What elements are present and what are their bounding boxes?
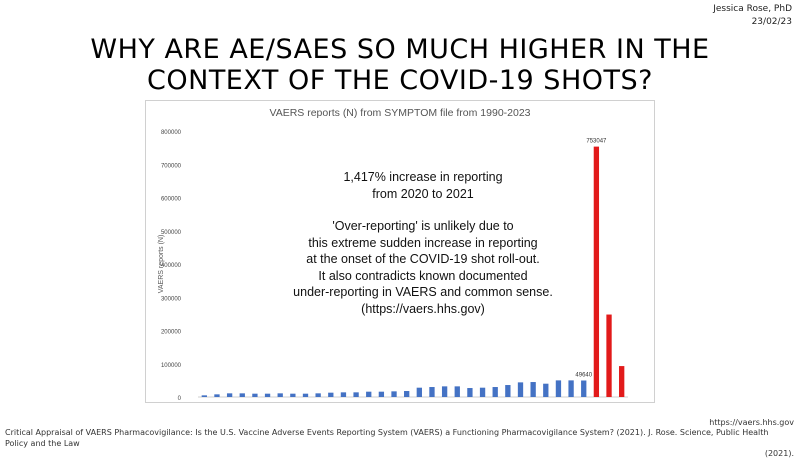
y-axis-label: VAERS reports (N) bbox=[158, 235, 165, 294]
bar-2001 bbox=[340, 392, 347, 397]
bar-1996 bbox=[277, 393, 283, 397]
bar-2023 bbox=[619, 366, 625, 397]
chart-annotation: 1,417% increase in reporting from 2020 t… bbox=[278, 169, 568, 317]
bar-2022 bbox=[606, 314, 612, 397]
y-tick-label: 0 bbox=[178, 396, 182, 402]
annotation-line-1: 1,417% increase in reporting bbox=[343, 170, 503, 184]
citation-tail: (2021). bbox=[764, 449, 794, 458]
bar-1997 bbox=[290, 393, 296, 397]
chart-canvas: 0 100000 200000 300000 400000 500000 600000 700… bbox=[158, 130, 628, 402]
bar-2006 bbox=[404, 391, 410, 397]
slide-title-line-1: WHY ARE AE/SAES SO MUCH HIGHER IN THE bbox=[90, 34, 710, 65]
bar-1998 bbox=[302, 393, 309, 397]
y-tick-label: 700000 bbox=[161, 163, 182, 169]
bar-2007 bbox=[416, 387, 422, 397]
bar-1992 bbox=[226, 393, 233, 397]
author-name: Jessica Rose, PhD bbox=[713, 4, 792, 14]
annotation-line-5: at the onset of the COVID-19 shot roll-o… bbox=[306, 252, 540, 266]
y-tick-label: 100000 bbox=[161, 363, 182, 369]
y-tick-label: 500000 bbox=[161, 230, 182, 236]
annotation-line-6: It also contradicts known documented bbox=[318, 268, 528, 283]
source-url: https://vaers.hhs.gov bbox=[709, 418, 794, 427]
bar-2016 bbox=[530, 382, 536, 397]
annotation-line-4: this extreme sudden increase in reportin… bbox=[308, 235, 538, 250]
annotation-line-3: 'Over-reporting' is unlikely due to bbox=[332, 219, 514, 233]
annotation-line-7: under-reporting in VAERS and common sens… bbox=[293, 285, 553, 299]
bar-2020 bbox=[581, 380, 587, 397]
bar-2012 bbox=[479, 387, 486, 397]
bar-2014 bbox=[505, 385, 511, 397]
bar-1994 bbox=[252, 393, 258, 397]
bar-2017 bbox=[543, 383, 549, 397]
bar-1999 bbox=[315, 393, 321, 397]
bar-2000 bbox=[328, 392, 334, 397]
bar-2004 bbox=[378, 391, 385, 397]
slide-title-line-2: CONTEXT OF THE COVID-19 SHOTS? bbox=[147, 65, 653, 96]
data-label-2020: 49640 bbox=[575, 372, 592, 378]
bar-2013 bbox=[492, 387, 498, 397]
bar-2009 bbox=[441, 386, 448, 397]
chart-title: VAERS reports (N) from SYMPTOM file from… bbox=[269, 107, 531, 119]
bar-2015 bbox=[517, 382, 524, 397]
bar-2010 bbox=[454, 386, 460, 397]
y-tick-label: 600000 bbox=[161, 197, 182, 203]
annotation-line-8: (https://vaers.hhs.gov) bbox=[361, 301, 485, 316]
data-label-2021: 753047 bbox=[586, 139, 607, 145]
bar-1991 bbox=[214, 394, 220, 397]
y-tick-label: 400000 bbox=[161, 263, 182, 269]
y-tick-label: 200000 bbox=[161, 330, 182, 336]
y-tick-label: 300000 bbox=[161, 296, 182, 302]
bar-2019 bbox=[568, 380, 574, 397]
bar-2002 bbox=[353, 392, 359, 397]
bar-2003 bbox=[366, 391, 372, 397]
bar-2021 bbox=[593, 146, 600, 397]
bar-2005 bbox=[391, 391, 397, 397]
bar-2008 bbox=[429, 387, 435, 397]
slide-title: WHY ARE AE/SAES SO MUCH HIGHER IN THE CO… bbox=[0, 34, 800, 96]
author-block: Jessica Rose, PhD 23/02/23 bbox=[713, 3, 792, 29]
annotation-line-2: from 2020 to 2021 bbox=[372, 186, 474, 201]
slide-date: 23/02/23 bbox=[751, 17, 792, 27]
bar-1993 bbox=[239, 393, 245, 397]
y-tick-label: 800000 bbox=[161, 130, 182, 136]
bar-1995 bbox=[264, 393, 271, 397]
bar-1990 bbox=[201, 395, 207, 397]
bar-2018 bbox=[555, 380, 562, 397]
citation: Critical Appraisal of VAERS Pharmacovigi… bbox=[5, 428, 794, 460]
bar-2011 bbox=[467, 388, 473, 397]
citation-main: Critical Appraisal of VAERS Pharmacovigi… bbox=[5, 428, 769, 448]
vaers-bar-chart: 0 100000 200000 300000 400000 500000 600000 700… bbox=[145, 100, 655, 403]
